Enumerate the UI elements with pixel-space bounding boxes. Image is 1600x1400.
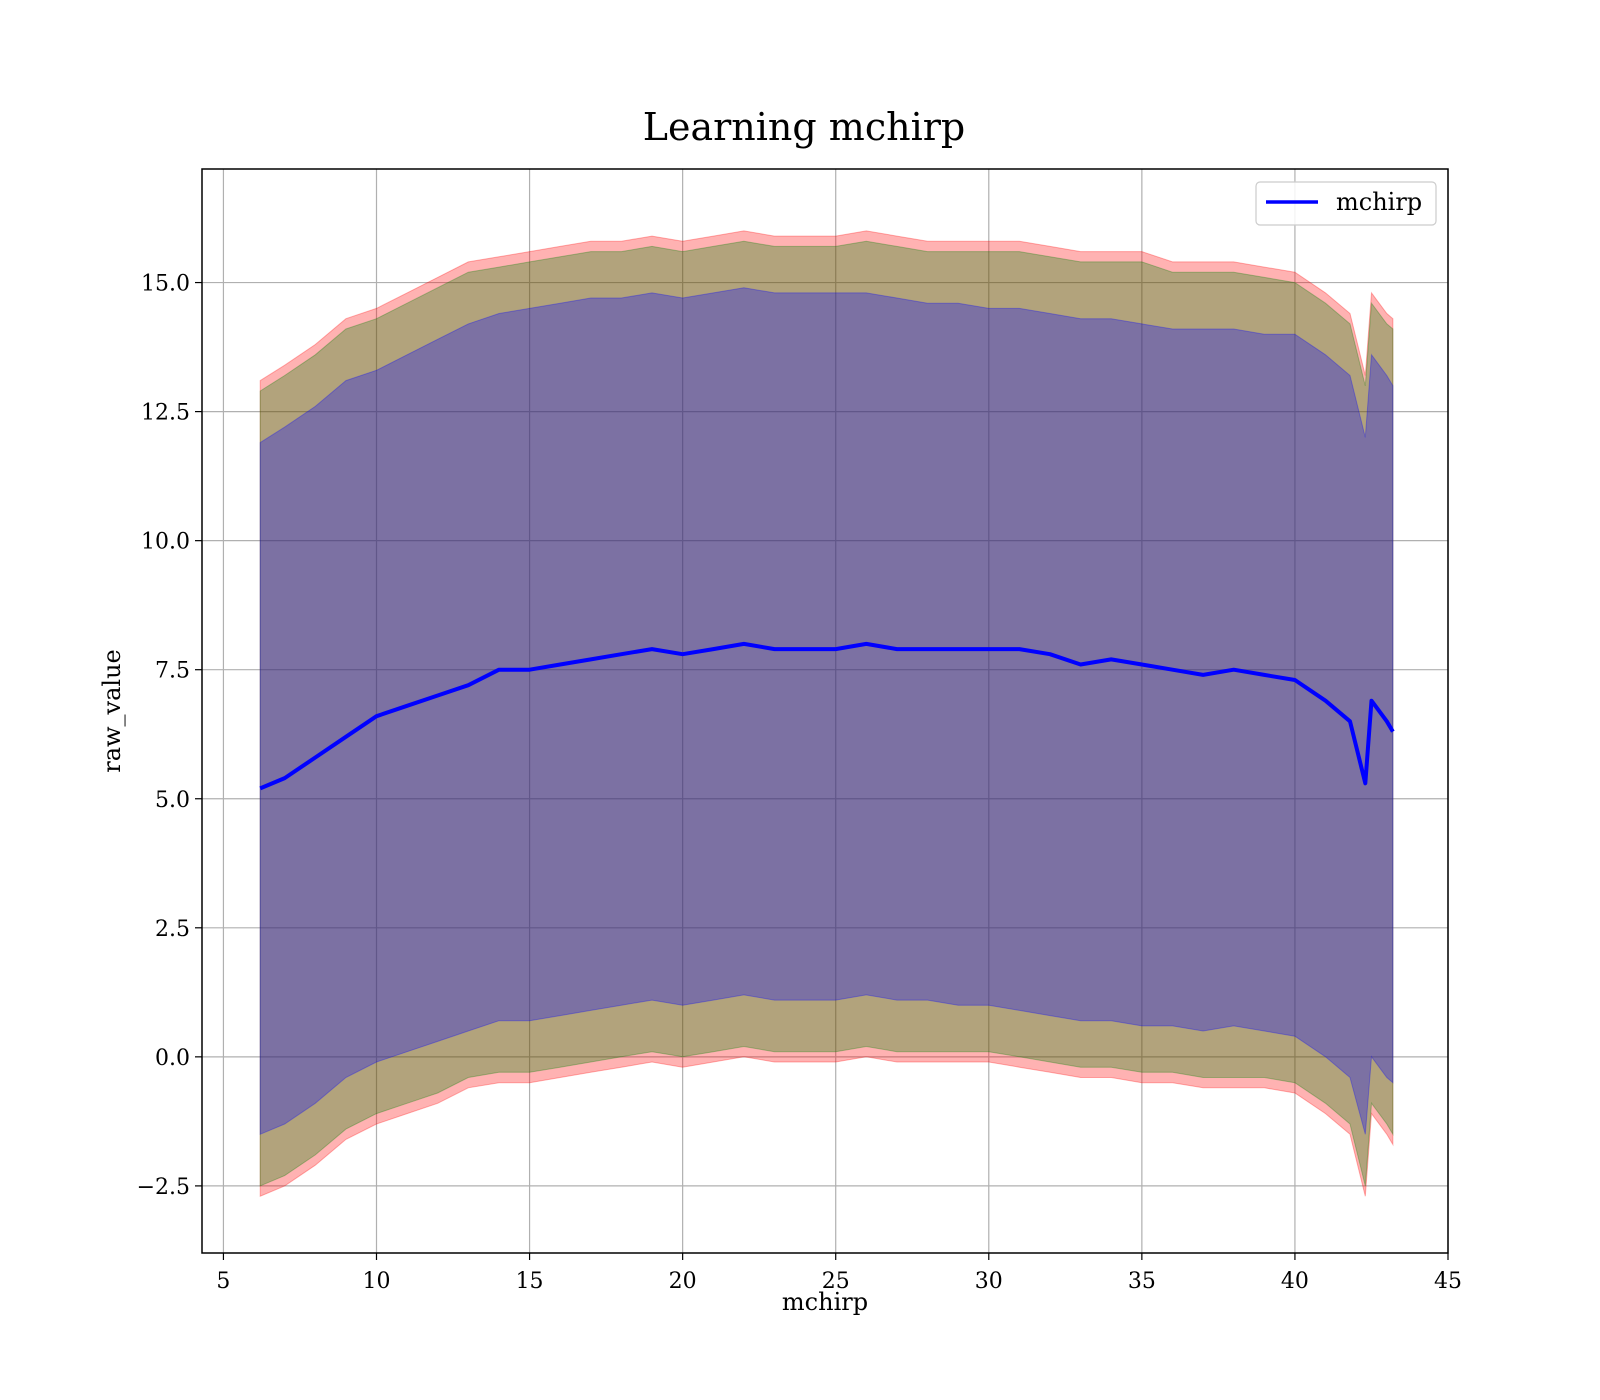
legend: mchirp: [1255, 181, 1437, 226]
y-tick-label: 0.0: [155, 1046, 190, 1071]
x-tick-label: 40: [1281, 1269, 1309, 1294]
y-tick-label: −2.5: [137, 1175, 190, 1200]
x-axis-ticks: 5 10 15 20 25 30 35 40 45: [216, 1253, 1462, 1294]
series-line-mchirp: [259, 641, 1395, 791]
y-tick-label: 10.0: [141, 530, 190, 555]
legend-label-mchirp: mchirp: [1336, 188, 1422, 216]
confidence-band-1: [259, 230, 1394, 1197]
series-lines: [259, 641, 1395, 791]
plot-frame: [201, 168, 1449, 1254]
y-tick-label: 2.5: [155, 917, 190, 942]
x-tick-label: 30: [975, 1269, 1003, 1294]
x-tick-label: 15: [516, 1269, 544, 1294]
x-tick-label: 5: [216, 1269, 230, 1294]
y-tick-label: 15.0: [141, 272, 190, 297]
x-axis-label: mchirp: [782, 1288, 868, 1316]
y-tick-label: 7.5: [155, 659, 190, 684]
chart-title: Learning mchirp: [643, 105, 965, 149]
x-tick-label: 35: [1128, 1269, 1156, 1294]
x-tick-label: 10: [363, 1269, 391, 1294]
x-tick-label: 20: [669, 1269, 697, 1294]
y-tick-label: 5.0: [155, 788, 190, 813]
confidence-band-2: [259, 240, 1394, 1187]
y-tick-label: 12.5: [141, 401, 190, 426]
confidence-bands: [259, 230, 1394, 1197]
y-axis-label: raw_value: [98, 649, 126, 773]
x-tick-label: 25: [822, 1269, 850, 1294]
confidence-band-3: [259, 287, 1394, 1136]
y-axis-ticks: −2.5 0.0 2.5 5.0 7.5 10.0 12.5 15.0: [137, 272, 202, 1200]
legend-box: [1255, 181, 1437, 226]
x-tick-label: 45: [1434, 1269, 1462, 1294]
